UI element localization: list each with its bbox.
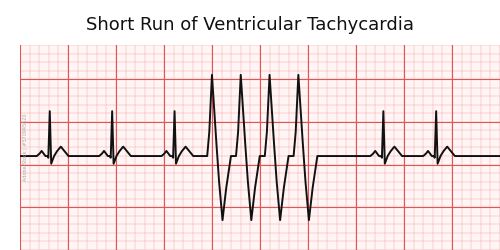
Text: Adobe Stock | #570945620: Adobe Stock | #570945620 xyxy=(22,114,28,181)
Text: Short Run of Ventricular Tachycardia: Short Run of Ventricular Tachycardia xyxy=(86,16,414,34)
